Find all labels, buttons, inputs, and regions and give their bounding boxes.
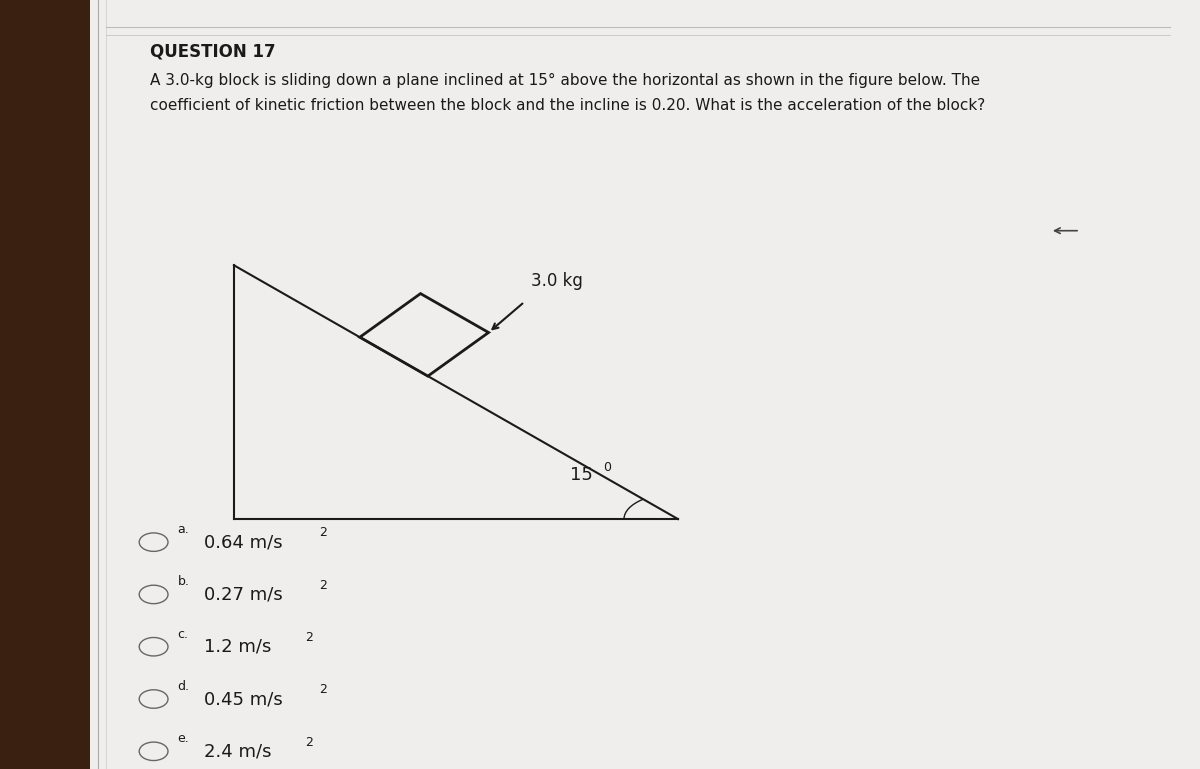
Text: e.: e.	[178, 732, 190, 745]
Text: a.: a.	[178, 523, 190, 536]
Bar	[0, 0, 90, 769]
Text: 2: 2	[319, 579, 328, 591]
Text: 2: 2	[305, 631, 313, 644]
Text: QUESTION 17: QUESTION 17	[150, 42, 276, 60]
Text: 0: 0	[604, 461, 612, 474]
Text: 2: 2	[319, 684, 328, 696]
Text: d.: d.	[178, 680, 190, 693]
Text: 15: 15	[570, 467, 593, 484]
Text: b.: b.	[178, 575, 190, 588]
Text: c.: c.	[178, 628, 188, 641]
Text: 2: 2	[319, 527, 328, 539]
Text: 3.0 kg: 3.0 kg	[530, 272, 582, 290]
Text: 0.45 m/s: 0.45 m/s	[204, 690, 283, 708]
Text: 2: 2	[305, 736, 313, 748]
Text: coefficient of kinetic friction between the block and the incline is 0.20. What : coefficient of kinetic friction between …	[150, 98, 985, 113]
Text: A 3.0-kg block is sliding down a plane inclined at 15° above the horizontal as s: A 3.0-kg block is sliding down a plane i…	[150, 73, 980, 88]
Text: 2.4 m/s: 2.4 m/s	[204, 742, 271, 761]
Text: 0.64 m/s: 0.64 m/s	[204, 533, 283, 551]
Text: 0.27 m/s: 0.27 m/s	[204, 585, 283, 604]
Text: 1.2 m/s: 1.2 m/s	[204, 638, 271, 656]
